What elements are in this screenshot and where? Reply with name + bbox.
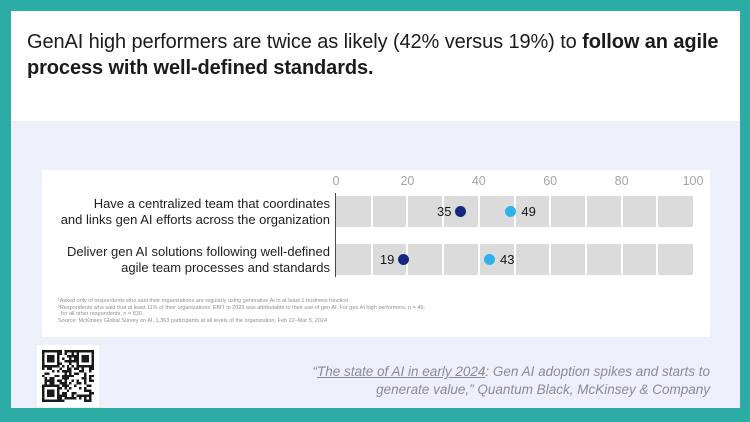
page-title-normal: GenAI high performers are twice as likel…: [27, 31, 583, 53]
gridline: [584, 244, 587, 275]
footnote-1: ¹Asked only of respondents who said thei…: [58, 298, 350, 304]
qr-code: [37, 345, 99, 407]
data-value-label: 49: [521, 203, 536, 219]
gridline: [442, 196, 445, 227]
gridline: [406, 196, 409, 227]
category-label-row-1: Have a centralized team that coordinates…: [46, 196, 330, 228]
page-title: GenAI high performers are twice as likel…: [27, 29, 729, 81]
footnote-2: ²Respondents who said that at least 11% …: [58, 304, 425, 318]
x-axis-tick: 0: [332, 174, 340, 188]
gridline: [656, 196, 659, 227]
source-citation: “The state of AI in early 2024: Gen AI a…: [280, 363, 711, 399]
gridline: [549, 196, 552, 227]
data-value-label: 35: [436, 203, 452, 219]
x-axis-tick: 60: [543, 174, 558, 188]
gridline: [370, 244, 373, 275]
footnote-source: Source: McKinsey Global Survey on AI, 1,…: [58, 317, 328, 324]
x-axis-tick: 40: [471, 174, 486, 188]
data-dot-dark-blue: [455, 206, 467, 217]
x-axis-tick: 100: [682, 174, 704, 188]
gridline: [549, 244, 552, 275]
citation-open-quote: “: [312, 364, 318, 379]
citation-report-link[interactable]: The state of AI in early 2024: [317, 364, 486, 379]
y-axis-line: [334, 193, 336, 277]
category-label-line: Have a centralized team that coordinates: [93, 196, 330, 211]
gridline: [584, 196, 587, 227]
chart-card: 0 20 40 60 80 100 Have a centralized tea…: [42, 170, 710, 337]
data-value-label: 19: [379, 251, 395, 267]
gridline: [620, 244, 623, 275]
gridline: [620, 196, 623, 227]
x-axis-tick: 20: [400, 174, 415, 188]
qr-code-image: [42, 350, 94, 402]
gridline: [513, 244, 516, 275]
x-axis-tick: 80: [614, 174, 629, 188]
gridline: [656, 244, 659, 275]
category-label-line: Deliver gen AI solutions following well-…: [66, 244, 330, 259]
gridline: [442, 244, 445, 275]
gridline: [477, 196, 480, 227]
page-title-bold: follow an agile process with well-define…: [27, 31, 719, 79]
gridline: [370, 196, 373, 227]
data-dot-dark-blue: [398, 254, 410, 265]
citation-publisher: Quantum Black, McKinsey & Company: [477, 382, 710, 397]
category-label-row-2: Deliver gen AI solutions following well-…: [46, 244, 330, 276]
gridline: [477, 244, 480, 275]
category-label-line: agile team processes and standards: [121, 260, 330, 275]
chart-track-row-2: [336, 244, 693, 275]
data-dot-light-blue: [484, 254, 495, 265]
citation-middle: : Gen AI adoption spikes and starts to g…: [376, 364, 710, 397]
data-dot-light-blue: [505, 206, 517, 217]
footnotes: ¹Asked only of respondents who said thei…: [58, 298, 430, 324]
data-value-label: 43: [500, 251, 515, 267]
category-label-line: and links gen AI efforts across the orga…: [60, 212, 330, 227]
